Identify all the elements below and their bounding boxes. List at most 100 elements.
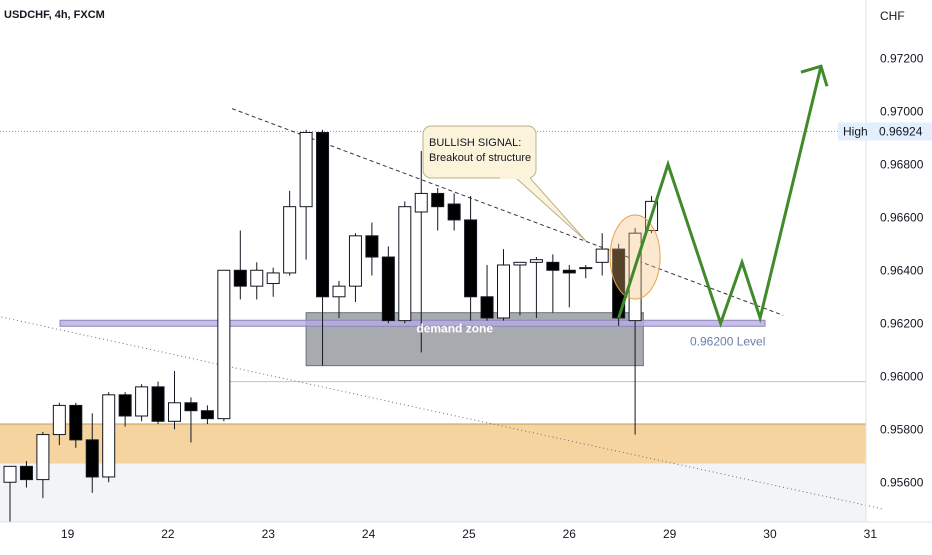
y-tick-label: 0.96200 xyxy=(880,316,924,330)
candle xyxy=(579,264,593,279)
candle-body xyxy=(414,192,428,213)
high-value-label: 0.96924 xyxy=(879,124,923,138)
candle xyxy=(316,129,330,366)
currency-label: CHF xyxy=(880,9,905,23)
candle-body xyxy=(85,439,99,478)
candle xyxy=(464,196,478,321)
candle xyxy=(151,381,165,424)
candle-body xyxy=(233,269,247,287)
candle-body xyxy=(513,261,527,266)
annotation-line-2: Breakout of structure xyxy=(429,152,531,164)
high-marker: High 0.96924 xyxy=(838,122,932,141)
candle-body xyxy=(529,259,543,263)
y-tick-label: 0.97000 xyxy=(880,104,924,118)
high-tag-background xyxy=(838,122,932,141)
candle xyxy=(266,267,280,297)
candle-body xyxy=(217,269,231,420)
candle xyxy=(513,261,527,316)
candle-body xyxy=(151,386,165,422)
candle-body xyxy=(562,269,576,274)
candle-body xyxy=(381,256,395,322)
symbol-label: USDCHF, 4h, FXCM xyxy=(4,9,105,21)
candle-body xyxy=(266,272,280,285)
candle-body xyxy=(431,192,445,208)
candle-body xyxy=(579,267,593,270)
x-tick-label: 31 xyxy=(864,527,878,541)
x-tick-label: 25 xyxy=(462,527,476,541)
candle xyxy=(200,405,214,424)
breakout-circle xyxy=(609,214,661,300)
candle-body xyxy=(200,410,214,420)
y-tick-label: 0.95600 xyxy=(880,475,924,489)
candle-body xyxy=(398,206,412,322)
candle-body xyxy=(480,296,494,319)
y-axis: 0.97200 0.97000 0.96800 0.96600 0.96400 0.962… xyxy=(880,51,924,489)
candle-body xyxy=(36,434,50,481)
y-tick-label: 0.96000 xyxy=(880,369,924,383)
candle-body xyxy=(283,206,297,274)
x-tick-label: 29 xyxy=(663,527,677,541)
candle xyxy=(3,465,17,522)
candle-body xyxy=(316,131,330,298)
candle xyxy=(348,233,362,303)
candle xyxy=(595,233,609,276)
x-tick-label: 30 xyxy=(763,527,777,541)
candle xyxy=(546,254,560,313)
demand-zone-label: demand zone xyxy=(416,322,493,336)
candle-body xyxy=(250,269,264,287)
candle-body xyxy=(52,404,66,436)
zones-layer xyxy=(0,312,866,522)
candle xyxy=(398,201,412,324)
candle xyxy=(250,262,264,300)
candle xyxy=(299,129,313,260)
candle-body xyxy=(595,248,609,263)
candle-body xyxy=(168,402,181,422)
callout-box xyxy=(422,125,537,179)
x-tick-label: 19 xyxy=(61,527,75,541)
y-tick-label: 0.96400 xyxy=(880,263,924,277)
callout-joint xyxy=(500,176,530,179)
x-tick-label: 23 xyxy=(262,527,276,541)
x-tick-label: 22 xyxy=(161,527,175,541)
candle-body xyxy=(19,465,33,481)
level-label: 0.96200 Level xyxy=(690,334,765,348)
candle xyxy=(480,264,494,321)
candle xyxy=(36,431,50,499)
candle xyxy=(52,402,66,446)
projection-arrowhead xyxy=(800,64,829,87)
candle-body xyxy=(184,402,198,412)
candle-body xyxy=(3,465,17,483)
candle xyxy=(102,392,116,483)
candle xyxy=(381,246,395,324)
y-tick-label: 0.95800 xyxy=(880,422,924,436)
candles-layer xyxy=(3,129,659,522)
lower-shade xyxy=(0,463,866,522)
x-tick-label: 26 xyxy=(563,527,577,541)
candle-body xyxy=(102,394,116,478)
y-tick-label: 0.96800 xyxy=(880,157,924,171)
annotation-callout: BULLISH SIGNAL: Breakout of structure xyxy=(422,125,587,242)
candle xyxy=(562,264,576,308)
candle-body xyxy=(332,285,346,298)
candle xyxy=(431,188,445,231)
candle xyxy=(184,397,198,443)
annotation-line-1: BULLISH SIGNAL: xyxy=(429,137,521,149)
candle xyxy=(497,249,510,321)
support-zone xyxy=(0,423,866,464)
x-axis: 19 22 23 24 25 26 29 30 31 xyxy=(61,527,877,541)
candle xyxy=(69,402,83,448)
candle-body xyxy=(348,235,362,287)
projection-path xyxy=(617,65,823,328)
candle xyxy=(85,413,99,493)
x-tick-label: 24 xyxy=(362,527,376,541)
candle-body xyxy=(299,131,313,208)
candle-body xyxy=(118,394,132,417)
candle xyxy=(217,269,231,422)
candle xyxy=(135,384,149,422)
candle-body xyxy=(69,404,83,441)
level-band xyxy=(59,319,766,327)
y-tick-label: 0.97200 xyxy=(880,51,924,65)
candle-body xyxy=(447,203,461,221)
